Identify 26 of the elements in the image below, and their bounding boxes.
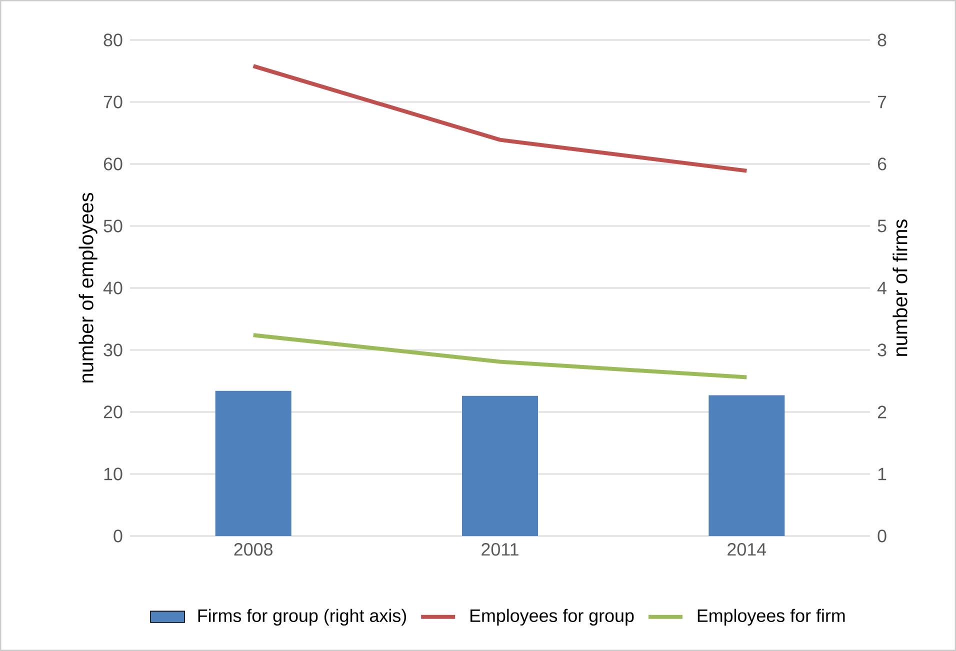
x-tick-label: 2014 [728, 543, 766, 556]
legend-label: Employees for group [470, 608, 634, 626]
y2-tick-label: 3 [878, 344, 886, 356]
y2-tick-label: 1 [878, 468, 886, 480]
y2-tick-label: 4 [877, 282, 886, 294]
y-tick-label: 60 [104, 158, 122, 170]
legend-label: Firms for group (right axis) [198, 608, 406, 626]
y-tick-label: 70 [104, 96, 122, 108]
y-tick-label: 10 [104, 468, 122, 480]
y-tick-label: 20 [104, 406, 122, 418]
legend-label: Employees for firm [698, 608, 845, 626]
y-tick-label: 40 [103, 282, 122, 294]
y2-tick-label: 8 [878, 34, 886, 46]
y-tick-label: 0 [114, 530, 122, 542]
y-tick-label: 80 [104, 34, 122, 46]
y-tick-label: 30 [104, 344, 122, 356]
y2-tick-label: 2 [878, 406, 886, 418]
x-tick-label: 2008 [234, 543, 272, 556]
y2-tick-label: 0 [878, 530, 886, 542]
y2-tick-label: 7 [878, 96, 886, 108]
y-tick-label: 50 [104, 220, 122, 232]
x-tick-label: 2011 [482, 543, 518, 556]
y2-tick-label: 6 [878, 158, 886, 170]
y2-axis-title: number of firms [892, 220, 908, 356]
y2-tick-label: 5 [878, 220, 886, 232]
y-axis-title: number of employees [78, 192, 98, 382]
